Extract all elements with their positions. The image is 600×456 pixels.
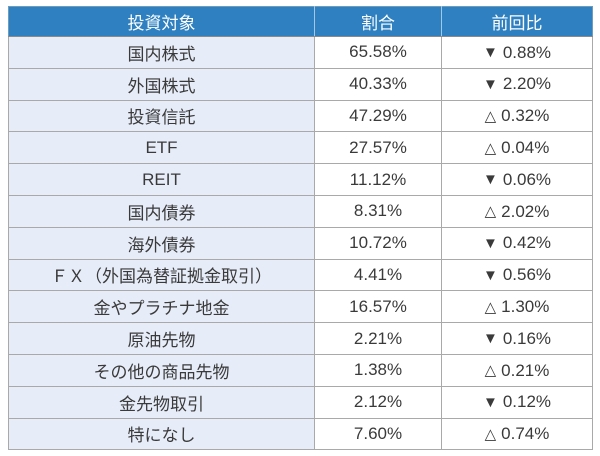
cell-ratio: 27.57% [314, 131, 442, 165]
change-value: 0.21% [501, 360, 550, 380]
cell-change: △ 2.02% [441, 194, 593, 228]
table-row: ETF 27.57% △ 0.04% [8, 131, 593, 165]
cell-target: 投資信託 [8, 99, 315, 133]
header-row: 投資対象 割合 前回比 [8, 6, 593, 37]
cell-target: 外国株式 [8, 67, 315, 101]
change-direction-icon: △ [484, 425, 497, 443]
change-value: 2.02% [501, 201, 550, 221]
cell-ratio: 16.57% [314, 290, 442, 324]
change-value: 0.42% [502, 233, 552, 253]
change-value: 0.04% [501, 138, 550, 158]
cell-ratio: 2.12% [314, 385, 442, 419]
change-direction-icon: △ [484, 298, 497, 316]
change-value: 1.30% [501, 297, 550, 317]
change-direction-icon: ▼ [482, 393, 498, 411]
cell-ratio: 40.33% [314, 67, 442, 101]
cell-target: 金先物取引 [8, 385, 315, 419]
cell-ratio: 7.60% [314, 417, 442, 451]
cell-ratio: 11.12% [314, 163, 442, 196]
table-row: 原油先物 2.21% ▼ 0.16% [8, 322, 593, 355]
cell-ratio: 65.58% [314, 36, 442, 69]
change-value: 0.12% [502, 392, 552, 412]
cell-ratio: 8.31% [314, 194, 442, 228]
table-row: 投資信託 47.29% △ 0.32% [8, 99, 593, 133]
cell-change: △ 0.74% [441, 417, 593, 451]
header-cell-target: 投資対象 [8, 6, 315, 37]
change-value: 2.20% [502, 74, 552, 94]
table-row: ＦＸ（外国為替証拠金取引） 4.41% ▼ 0.56% [8, 258, 593, 292]
cell-target: 原油先物 [8, 322, 315, 355]
cell-target: その他の商品先物 [8, 353, 315, 387]
investment-table: 投資対象 割合 前回比 国内株式 65.58% ▼ 0.88% 外国株式 40.… [8, 6, 593, 451]
change-direction-icon: ▼ [482, 266, 498, 284]
change-direction-icon: ▼ [482, 171, 498, 189]
table-row: 金先物取引 2.12% ▼ 0.12% [8, 385, 593, 419]
header-cell-ratio: 割合 [314, 6, 442, 37]
table-header: 投資対象 割合 前回比 [8, 6, 593, 37]
cell-target: 海外債券 [8, 226, 315, 260]
cell-ratio: 2.21% [314, 322, 442, 355]
change-value: 0.16% [502, 328, 552, 348]
change-value: 0.32% [501, 106, 550, 126]
cell-change: ▼ 0.06% [441, 163, 593, 196]
change-direction-icon: △ [484, 362, 497, 380]
table-row: REIT 11.12% ▼ 0.06% [8, 163, 593, 196]
cell-change: ▼ 0.42% [441, 226, 593, 260]
cell-change: ▼ 0.88% [441, 36, 593, 69]
cell-target: REIT [8, 163, 315, 196]
cell-target: 国内株式 [8, 36, 315, 69]
table-body: 国内株式 65.58% ▼ 0.88% 外国株式 40.33% ▼ 2.20% … [8, 36, 593, 451]
cell-change: △ 1.30% [441, 290, 593, 324]
table-row: 金やプラチナ地金 16.57% △ 1.30% [8, 290, 593, 324]
cell-change: ▼ 0.16% [441, 322, 593, 355]
cell-target: 国内債券 [8, 194, 315, 228]
cell-ratio: 10.72% [314, 226, 442, 260]
change-value: 0.06% [502, 169, 552, 189]
table-row: 国内債券 8.31% △ 2.02% [8, 194, 593, 228]
table-row: その他の商品先物 1.38% △ 0.21% [8, 353, 593, 387]
table-row: 特になし 7.60% △ 0.74% [8, 417, 593, 451]
table-row: 国内株式 65.58% ▼ 0.88% [8, 36, 593, 69]
cell-change: △ 0.04% [441, 131, 593, 165]
cell-change: △ 0.21% [441, 353, 593, 387]
cell-ratio: 1.38% [314, 353, 442, 387]
change-value: 0.88% [502, 42, 552, 62]
table-row: 海外債券 10.72% ▼ 0.42% [8, 226, 593, 260]
cell-change: ▼ 0.12% [441, 385, 593, 419]
cell-change: ▼ 0.56% [441, 258, 593, 292]
change-direction-icon: ▼ [482, 330, 498, 348]
change-direction-icon: △ [484, 139, 497, 157]
table-row: 外国株式 40.33% ▼ 2.20% [8, 67, 593, 101]
header-cell-change: 前回比 [441, 6, 593, 37]
change-direction-icon: △ [484, 107, 497, 125]
cell-ratio: 47.29% [314, 99, 442, 133]
cell-target: 特になし [8, 417, 315, 451]
cell-ratio: 4.41% [314, 258, 442, 292]
cell-target: ETF [8, 131, 315, 165]
change-direction-icon: ▼ [482, 44, 498, 62]
cell-target: ＦＸ（外国為替証拠金取引） [8, 258, 315, 292]
cell-change: △ 0.32% [441, 99, 593, 133]
change-direction-icon: ▼ [482, 75, 498, 93]
change-value: 0.56% [502, 265, 552, 285]
change-value: 0.74% [501, 424, 550, 444]
change-direction-icon: ▼ [482, 234, 498, 252]
cell-change: ▼ 2.20% [441, 67, 593, 101]
cell-target: 金やプラチナ地金 [8, 290, 315, 324]
change-direction-icon: △ [484, 203, 497, 221]
